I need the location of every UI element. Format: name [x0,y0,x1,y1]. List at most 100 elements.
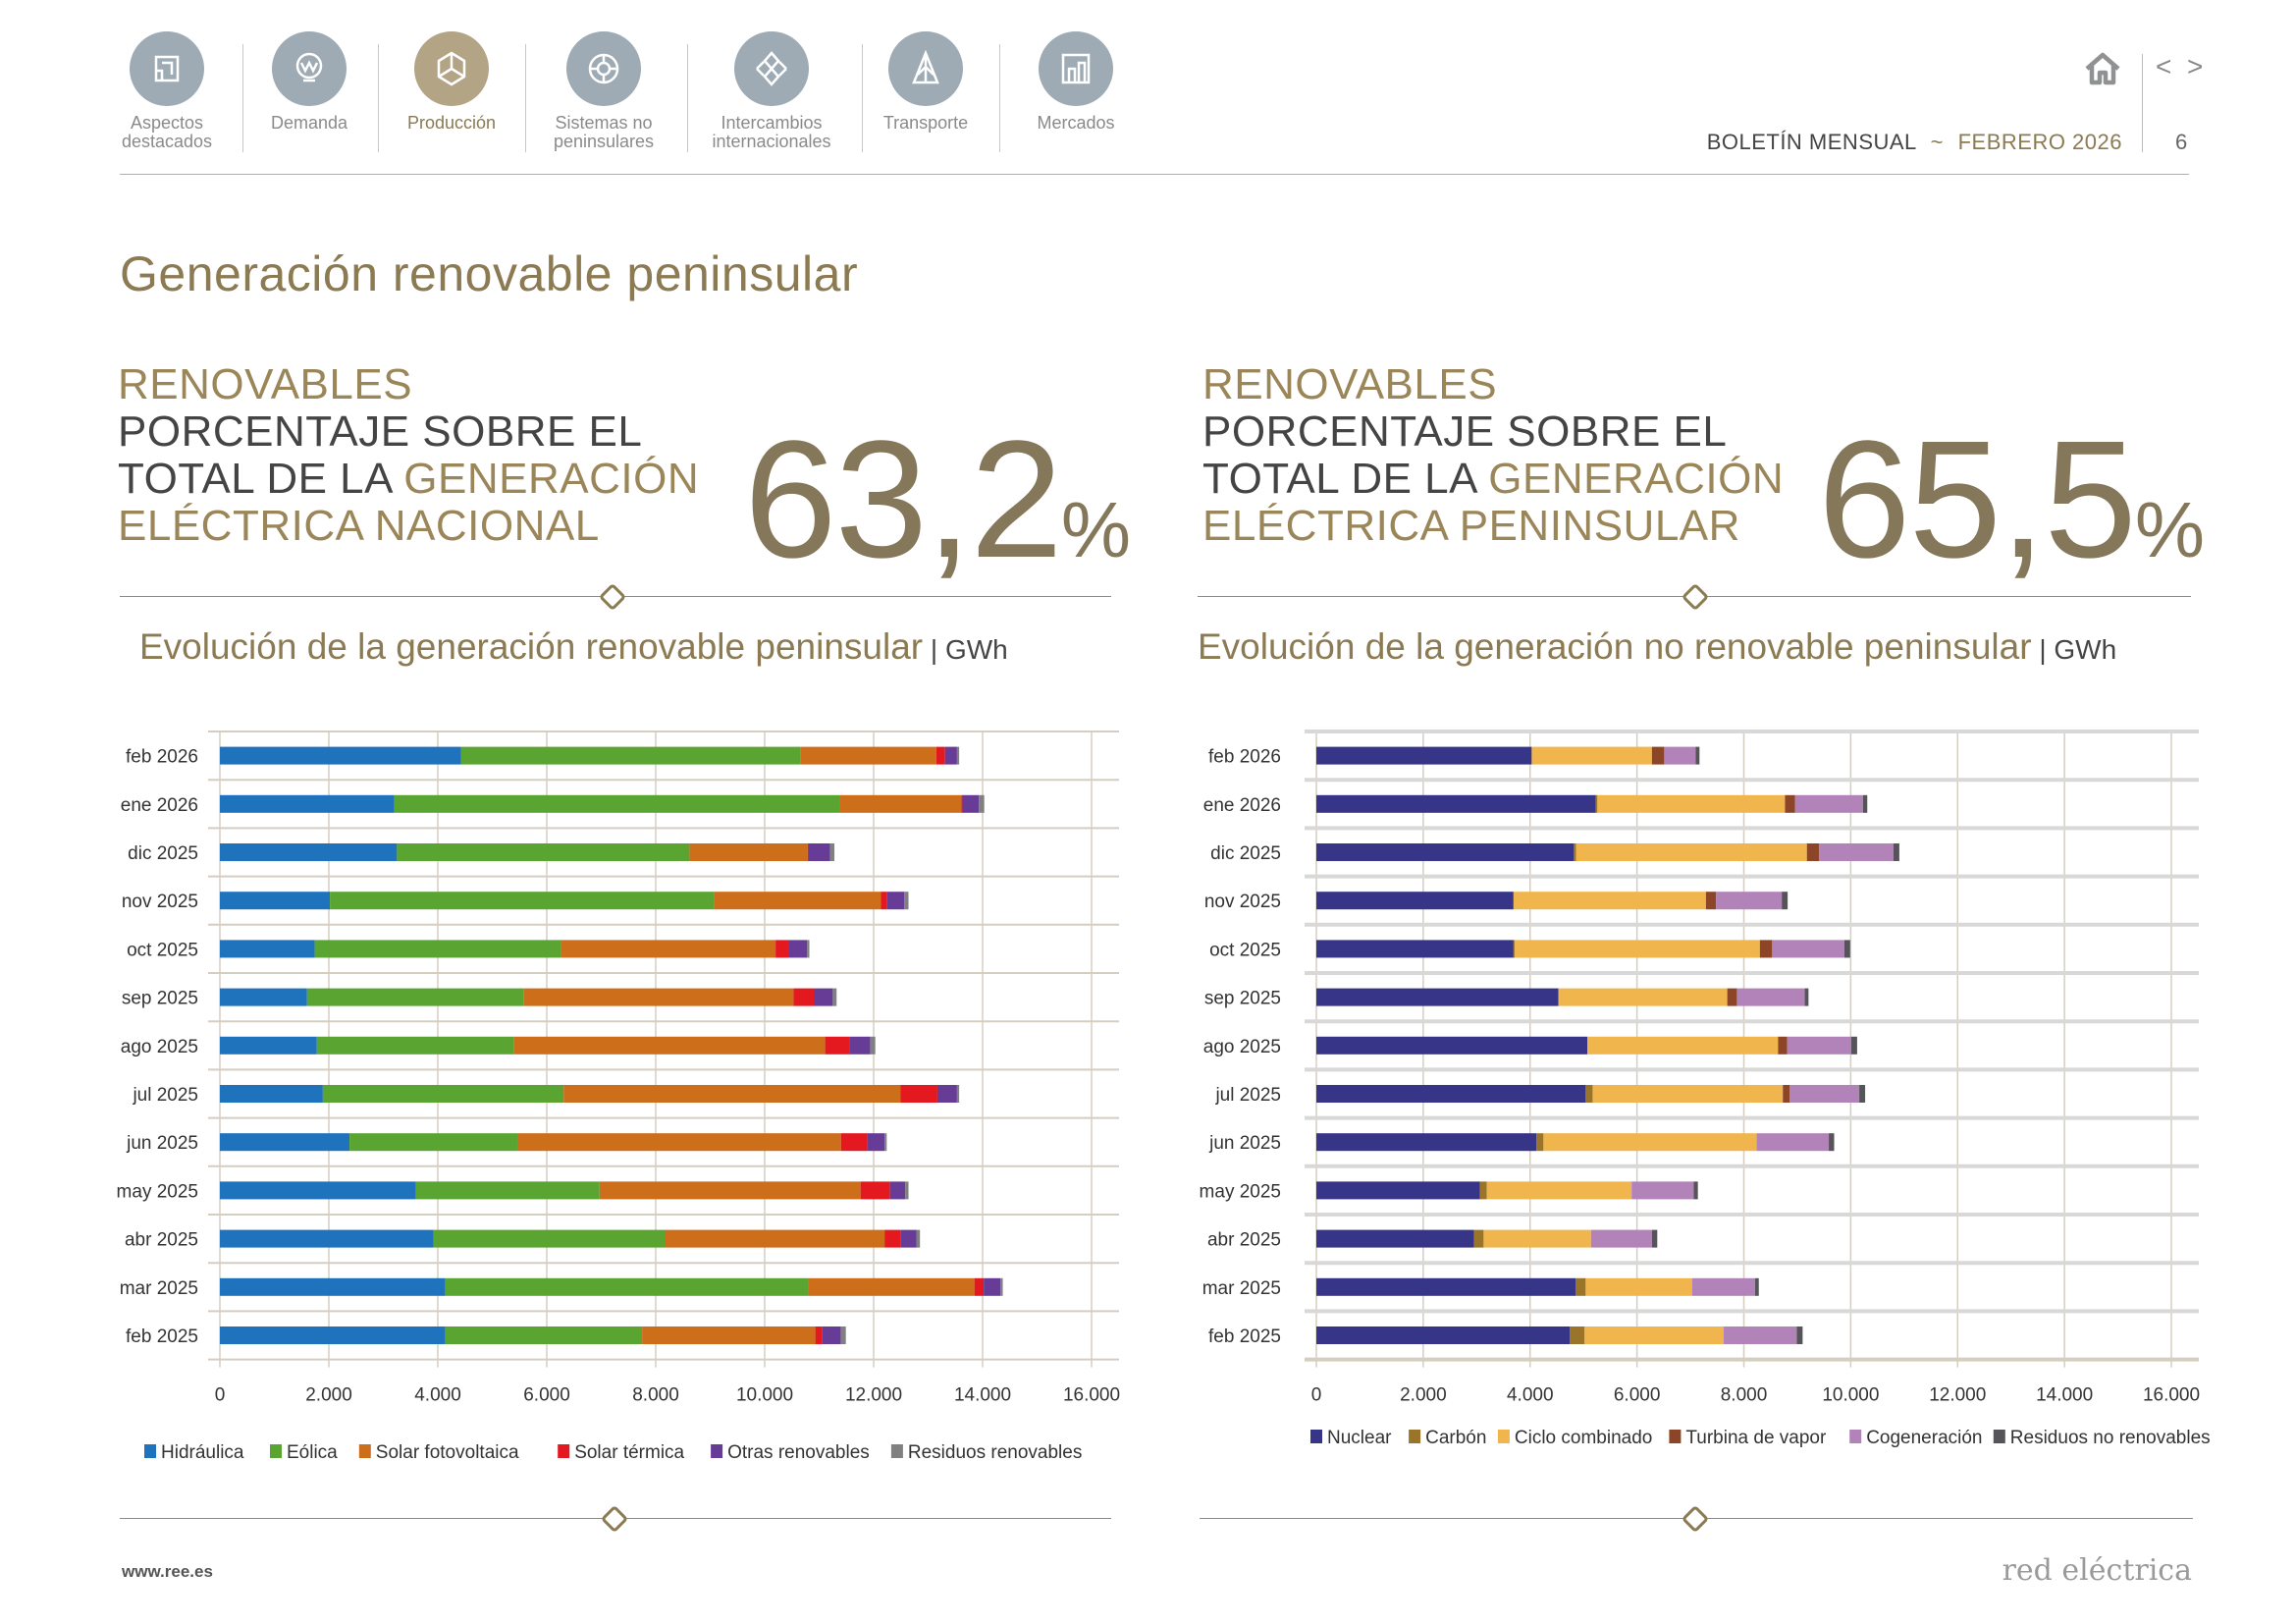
bar-segment-solar-fotovoltaica [513,1036,826,1055]
home-button[interactable] [2083,49,2122,88]
bar-segment-eólica [322,1085,564,1103]
bar-segment-eólica [445,1326,643,1344]
bar-segment-residuos-renovables [979,794,985,813]
hexagon-ornament [1681,582,1710,612]
bar-segment-solar-fotovoltaica [523,988,794,1006]
bar-segment-eólica [397,843,690,861]
nav-item-mercados[interactable]: Mercados [1002,31,1149,133]
category-label: ene 2026 [121,795,198,816]
bar-segment-ciclo-combinado [1575,843,1807,861]
bar-segment-cogeneración [1756,1133,1830,1152]
category-label: jun 2025 [126,1133,198,1154]
chart-unit: | GWh [923,634,1008,665]
bar-segment-residuos-renovables [904,892,909,910]
bar-segment-hidráulica [220,988,307,1006]
bar-segment-solar-fotovoltaica [642,1326,816,1344]
nav-item-sistemas-no[interactable]: Sistemas no peninsulares [530,31,677,151]
bulletin-header: BOLETÍN MENSUAL ~ FEBRERO 2026 [1707,130,2122,155]
bar-segment-carbón [1513,940,1515,958]
nav-label-line: Mercados [1037,113,1115,133]
bar-segment-hidráulica [220,1133,350,1152]
next-page-button[interactable]: > [2187,51,2204,81]
bar-segment-residuos-no-renovables [1862,794,1868,813]
bar-segment-ciclo-combinado [1585,1277,1692,1296]
category-label: feb 2025 [126,1326,198,1347]
nav-item-demanda[interactable]: Demanda [236,31,383,133]
kpi-unit: % [1060,486,1131,573]
bar-segment-eólica [433,1229,666,1248]
legend-swatch [890,1444,903,1458]
nav-item-transporte[interactable]: Transporte [852,31,999,133]
bar-segment-cogeneración [1794,794,1863,813]
bar-segment-cogeneración [1819,843,1894,861]
bar-segment-residuos-no-renovables [1693,1181,1698,1200]
bar-segment-residuos-no-renovables [1695,746,1700,765]
bar-segment-solar-térmica [935,746,945,765]
page-number: 6 [2175,130,2188,154]
nav-item-intercambios[interactable]: Intercambios internacionales [698,31,845,151]
kpi-value: 65,5 [1818,406,2137,593]
nav-label-line: Aspectos [130,113,204,133]
bar-segment-residuos-renovables [870,1036,876,1055]
bar-segment-nuclear [1316,940,1514,958]
bar-segment-solar-fotovoltaica [561,940,776,958]
bar-segment-residuos-no-renovables [1859,1085,1866,1103]
category-label: nov 2025 [122,892,198,912]
kpi-national-value: 63,2% [744,416,1131,614]
nav-label-line: internacionales [712,132,831,151]
pylon-icon [912,49,939,84]
category-label: mar 2025 [120,1278,198,1299]
kpi-unit: % [2134,486,2205,573]
x-tick-label: 0 [1311,1385,1322,1406]
bar-segment-ciclo-combinado [1531,746,1652,765]
bar-segment-solar-térmica [825,1036,850,1055]
nav-label-line: peninsulares [553,132,655,151]
kpi-line-3a: TOTAL DE LA [118,455,404,503]
bar-segment-carbón [1558,988,1560,1006]
x-tick-label: 16.000 [2143,1385,2200,1406]
bar-segment-cogeneración [1664,746,1696,765]
category-label: sep 2025 [122,989,198,1009]
bar-segment-residuos-no-renovables [1754,1277,1759,1296]
legend-swatch [1310,1430,1322,1443]
nav-item-producci-n[interactable]: Producción [378,31,525,133]
bar-segment-solar-térmica [884,1229,901,1248]
category-label: abr 2025 [125,1230,198,1251]
bar-segment-ciclo-combinado [1584,1326,1724,1344]
bar-segment-eólica [394,794,840,813]
previous-page-button[interactable]: < [2156,51,2172,81]
legend-label: Carbón [1425,1428,1486,1448]
nav-item-aspectos[interactable]: Aspectos destacados [93,31,240,151]
x-tick-label: 14.000 [2036,1385,2093,1406]
kpi-line-2: PORCENTAJE SOBRE EL [118,407,643,456]
legend-label: Eólica [287,1442,338,1463]
bar-segment-turbina-de-vapor [1783,1085,1790,1103]
bar-segment-hidráulica [220,794,395,813]
bar-segment-residuos-renovables [807,940,810,958]
nav-icon-circle [414,31,489,106]
nav-separator [999,44,1000,152]
bar-segment-nuclear [1316,1277,1576,1296]
website-link[interactable]: www.ree.es [122,1562,213,1581]
bar-segment-otras-renovables [984,1277,1001,1296]
bar-segment-cogeneración [1590,1229,1652,1248]
bar-segment-otras-renovables [962,794,980,813]
legend-swatch [144,1444,156,1458]
bar-segment-nuclear [1316,1229,1474,1248]
bar-segment-residuos-no-renovables [1804,988,1809,1006]
bar-segment-residuos-renovables [840,1326,846,1344]
bar-segment-eólica [330,892,715,910]
bar-segment-cogeneración [1736,988,1805,1006]
hexagon-ornament [598,582,627,612]
bar-segment-residuos-no-renovables [1796,1326,1803,1344]
legend-label: Solar térmica [574,1442,684,1463]
bar-segment-eólica [316,1036,514,1055]
bar-segment-residuos-no-renovables [1829,1133,1835,1152]
bar-segment-residuos-renovables [956,746,960,765]
kpi-line-3a: TOTAL DE LA [1202,455,1489,503]
x-tick-label: 2.000 [1400,1385,1447,1406]
nav-icon-circle [566,31,641,106]
bar-segment-ciclo-combinado [1592,1085,1784,1103]
legend-label: Otras renovables [727,1442,870,1463]
bar-segment-turbina-de-vapor [1705,892,1717,910]
